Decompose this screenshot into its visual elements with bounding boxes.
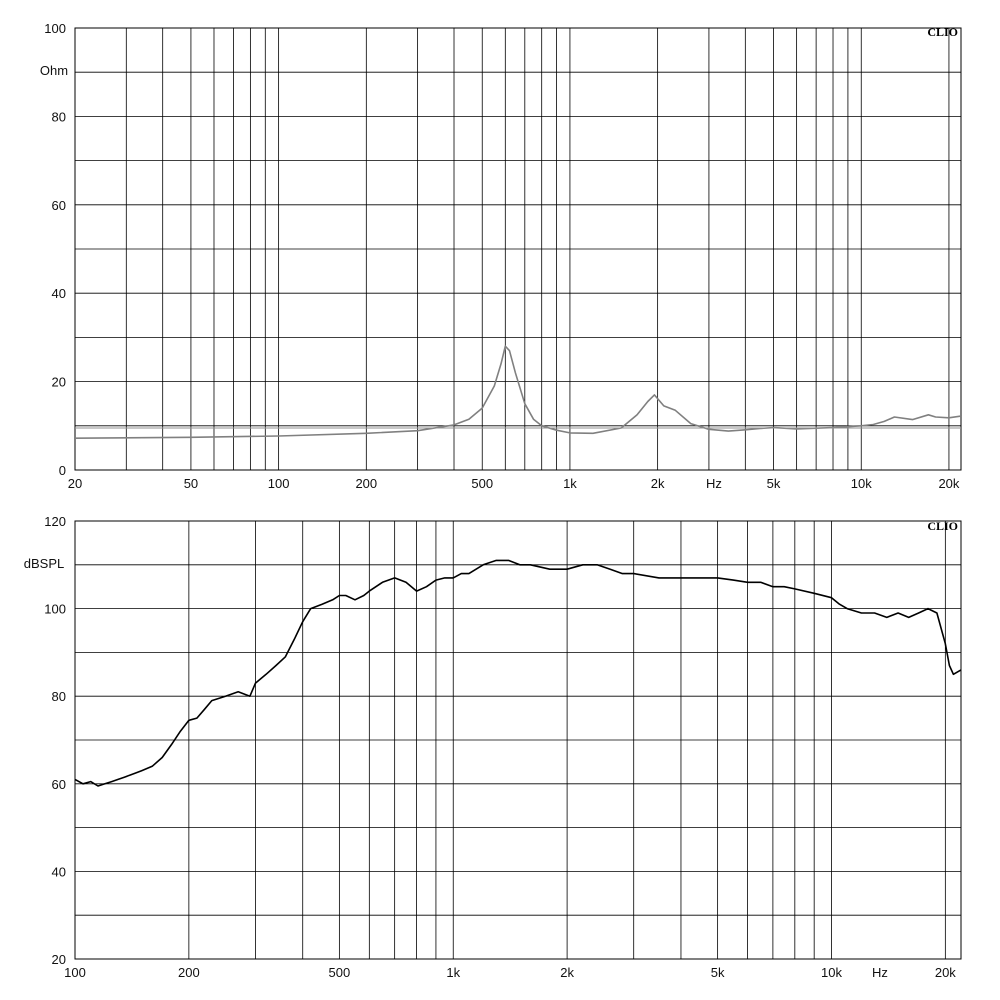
spl-y-tick-label: 60 (52, 777, 66, 792)
spl-y-tick-label: 100 (44, 602, 66, 617)
impedance-x-tick-label: 10k (851, 476, 872, 491)
impedance-x-unit-label: Hz (706, 476, 722, 491)
spl-series-group (74, 559, 962, 787)
spl-gridlines-horizontal (75, 564, 961, 916)
spl-y-tick-label: 80 (52, 689, 66, 704)
impedance-x-tick-label: 100 (268, 476, 290, 491)
impedance-series-group (74, 345, 962, 439)
impedance-y-tick-labels: 0 20 40 60 80 100 (44, 21, 66, 478)
impedance-y-tick-label: 80 (52, 109, 66, 124)
impedance-brand-label: CLIO (927, 25, 958, 39)
spl-x-tick-label: 2k (560, 965, 574, 980)
impedance-series-line-0 (74, 345, 962, 439)
impedance-y-tick-label: 40 (52, 286, 66, 301)
spl-x-tick-label: 1k (446, 965, 460, 980)
impedance-y-tick-label: 100 (44, 21, 66, 36)
impedance-x-tick-label: 2k (651, 476, 665, 491)
impedance-x-tick-label: 1k (563, 476, 577, 491)
impedance-gridlines-horizontal (75, 71, 961, 427)
spl-x-tick-labels: 100 200 500 1k 2k 5k 10k 20k (64, 965, 956, 980)
spl-y-tick-label: 20 (52, 952, 66, 967)
impedance-x-tick-label: 50 (184, 476, 198, 491)
spl-x-unit-label: Hz (872, 965, 888, 980)
spl-y-axis-label: dBSPL (24, 556, 64, 571)
impedance-x-tick-label: 20k (938, 476, 959, 491)
impedance-y-tick-label: 20 (52, 375, 66, 390)
impedance-x-tick-label: 500 (471, 476, 493, 491)
spl-brand-label: CLIO (927, 519, 958, 533)
spl-x-tick-label: 500 (329, 965, 351, 980)
spl-y-tick-label: 120 (44, 514, 66, 529)
spl-y-tick-labels: 20 40 60 80 100 120 (44, 514, 66, 967)
spl-x-tick-label: 20k (935, 965, 956, 980)
impedance-x-tick-label: 200 (355, 476, 377, 491)
spl-series-line-0 (74, 559, 962, 787)
spl-gridlines-vertical (188, 521, 946, 959)
spl-chart: 20 40 60 80 100 120 100 200 500 1k 2k 5k 10k 20k dBS… (24, 514, 962, 980)
impedance-y-tick-label: 60 (52, 198, 66, 213)
impedance-x-tick-labels: 20 50 100 200 500 1k 2k 5k 10k 20k (68, 476, 960, 491)
spl-y-tick-label: 40 (52, 864, 66, 879)
spl-x-tick-label: 10k (821, 965, 842, 980)
impedance-x-tick-label: 5k (767, 476, 781, 491)
impedance-y-tick-label: 0 (59, 463, 66, 478)
impedance-y-axis-label: Ohm (40, 63, 68, 78)
spl-x-tick-label: 5k (711, 965, 725, 980)
spl-x-tick-label: 100 (64, 965, 86, 980)
impedance-x-tick-label: 20 (68, 476, 82, 491)
impedance-gridlines-vertical (125, 28, 950, 470)
spl-x-tick-label: 200 (178, 965, 200, 980)
